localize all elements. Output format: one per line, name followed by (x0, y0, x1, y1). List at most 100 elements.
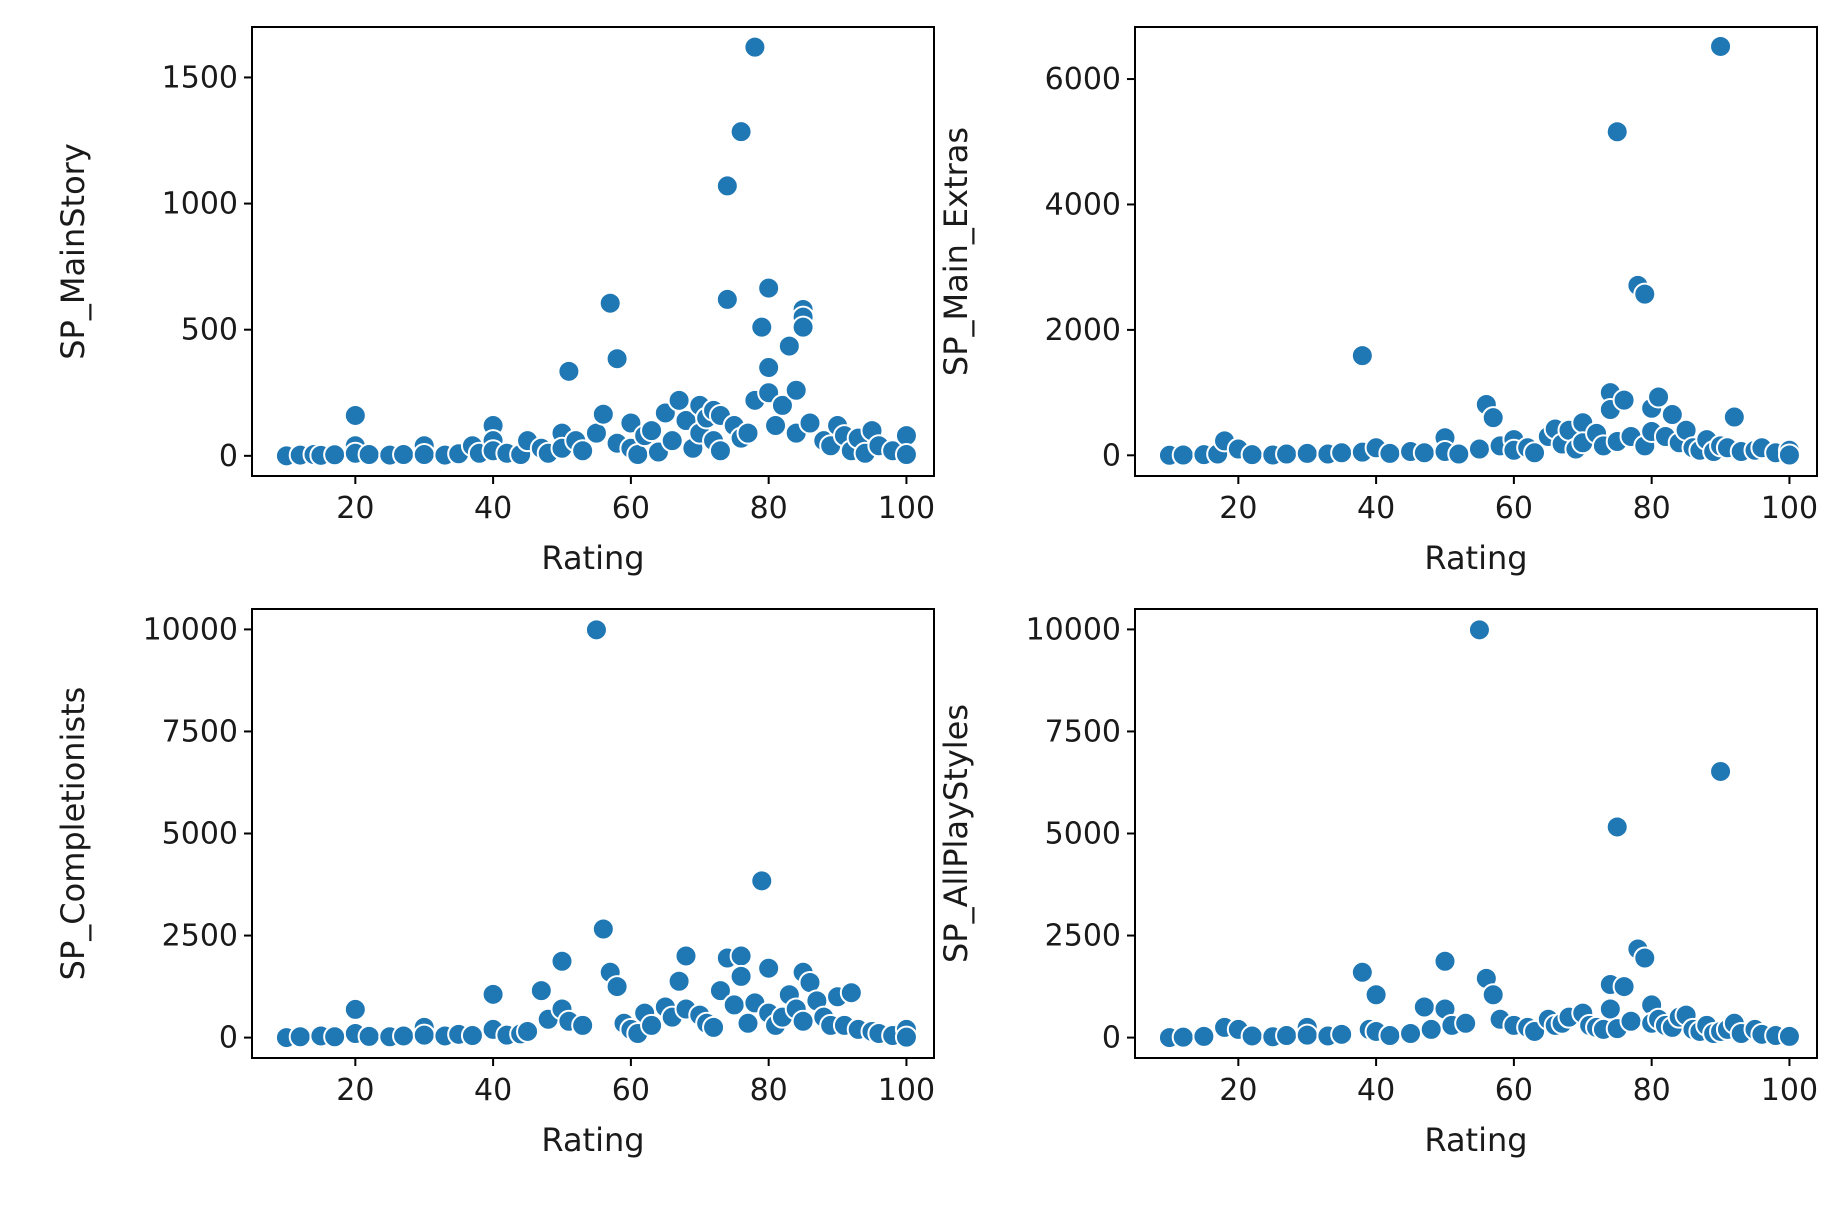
data-point (605, 975, 629, 999)
x-tick-label: 20 (1219, 1073, 1257, 1108)
data-point (1598, 997, 1622, 1021)
x-tick-label: 40 (1357, 1073, 1395, 1108)
data-point (757, 356, 781, 380)
data-point (460, 1024, 484, 1048)
data-point (1633, 282, 1657, 306)
data-point (323, 1025, 347, 1049)
y-axis-label: SP_MainStory (54, 143, 92, 360)
data-point (1605, 120, 1629, 144)
data-point (529, 979, 553, 1003)
data-point (702, 1015, 726, 1039)
y-axis-ticks: 0 2500 5000 7500 10000 (1026, 612, 1135, 1056)
data-point (1378, 1024, 1402, 1048)
data-point (392, 443, 416, 467)
data-point (1612, 388, 1636, 412)
x-tick-label: 80 (750, 491, 788, 526)
y-tick-label: 2500 (162, 919, 238, 954)
data-point (791, 315, 815, 339)
y-tick-label: 5000 (1045, 817, 1121, 852)
data-point (708, 979, 732, 1003)
data-point (640, 1013, 664, 1037)
x-tick-label: 60 (1495, 1073, 1533, 1108)
data-point (1433, 949, 1457, 973)
data-point (1350, 960, 1374, 984)
data-point (640, 419, 664, 443)
data-point (1523, 441, 1547, 465)
y-axis-label: SP_Completionists (54, 687, 92, 981)
x-axis-ticks: 20 40 60 80 100 (1219, 476, 1818, 526)
subplot-sp-mainstory: 20 40 60 80 100 0 500 1000 1500 Rating SP_MainS… (54, 26, 935, 577)
data-point (1399, 1022, 1423, 1046)
data-point (1192, 1024, 1216, 1048)
data-point (1605, 815, 1629, 839)
data-point (1481, 983, 1505, 1007)
data-point (1709, 759, 1733, 783)
data-point (343, 403, 367, 427)
data-point (1295, 441, 1319, 465)
data-point (357, 1024, 381, 1048)
data-point (791, 1009, 815, 1033)
data-point (736, 421, 760, 445)
y-tick-label: 1500 (162, 60, 238, 95)
data-point (715, 174, 739, 198)
x-axis-ticks: 20 40 60 80 100 (336, 1058, 935, 1108)
y-tick-label: 7500 (1045, 714, 1121, 749)
data-point (757, 956, 781, 980)
data-point (839, 981, 863, 1005)
x-axis-label: Rating (541, 539, 644, 577)
y-tick-label: 0 (1102, 1021, 1121, 1056)
data-point (288, 1025, 312, 1049)
x-axis-label: Rating (541, 1121, 644, 1159)
data-point (798, 411, 822, 435)
data-point (1240, 1024, 1264, 1048)
data-point (894, 1025, 918, 1049)
data-point (764, 414, 788, 438)
data-point (584, 618, 608, 642)
data-point (392, 1024, 416, 1048)
x-axis-ticks: 20 40 60 80 100 (336, 476, 935, 526)
y-tick-label: 1000 (162, 187, 238, 222)
data-point (777, 334, 801, 358)
data-point (1412, 995, 1436, 1019)
x-tick-label: 20 (1219, 491, 1257, 526)
x-tick-label: 20 (336, 1073, 374, 1108)
data-point (557, 359, 581, 383)
data-point (1777, 443, 1801, 467)
x-axis-label: Rating (1424, 1121, 1527, 1159)
x-tick-label: 40 (474, 491, 512, 526)
scatter-points (1157, 34, 1801, 467)
data-point (1171, 1025, 1195, 1049)
y-tick-label: 2500 (1045, 919, 1121, 954)
data-point (1419, 1017, 1443, 1041)
data-point (1350, 344, 1374, 368)
data-point (1467, 437, 1491, 461)
data-point (343, 997, 367, 1021)
x-tick-label: 40 (1357, 491, 1395, 526)
data-point (481, 982, 505, 1006)
scatter-points (274, 35, 918, 468)
data-point (1330, 441, 1354, 465)
data-point (412, 443, 436, 467)
data-point (598, 291, 622, 315)
y-tick-label: 10000 (143, 612, 238, 647)
data-point (1330, 1022, 1354, 1046)
subplot-sp-main-extras: 20 40 60 80 100 0 2000 4000 6000 Rating SP_Main… (937, 26, 1818, 577)
y-tick-label: 5000 (162, 817, 238, 852)
y-axis-ticks: 0 2000 4000 6000 (1045, 62, 1135, 473)
x-tick-label: 80 (1633, 1073, 1671, 1108)
data-point (571, 1013, 595, 1037)
x-tick-label: 60 (612, 491, 650, 526)
y-tick-label: 6000 (1045, 62, 1121, 97)
data-point (1722, 405, 1746, 429)
x-tick-label: 60 (612, 1073, 650, 1108)
data-point (1777, 1024, 1801, 1048)
y-axis-ticks: 0 500 1000 1500 (162, 60, 252, 474)
data-point (667, 388, 691, 412)
data-point (784, 378, 808, 402)
data-point (1412, 441, 1436, 465)
data-point (1447, 442, 1471, 466)
data-point (357, 443, 381, 467)
data-point (729, 944, 753, 968)
y-tick-label: 7500 (162, 714, 238, 749)
